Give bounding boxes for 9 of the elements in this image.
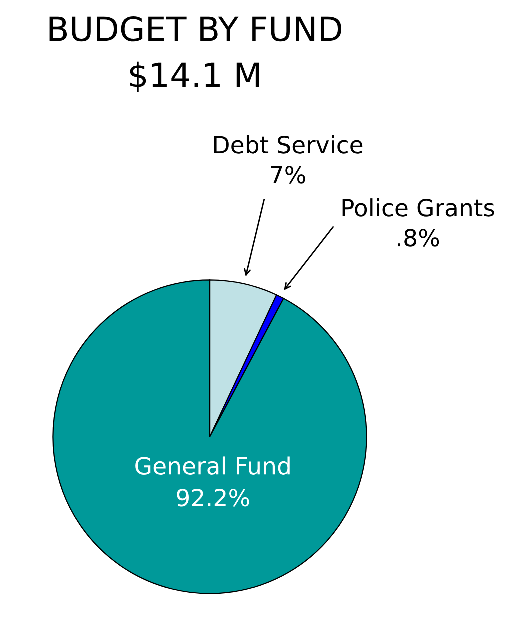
data-label: 7% [271,166,306,184]
slice-label: Debt Service [214,136,363,154]
pie-slice [52,280,368,594]
chart-subtitle: $14.1 M [130,62,260,92]
slice-label: Police Grants [342,198,494,217]
chart-title: BUDGET BY FUND [50,16,342,42]
data-label: .8% [398,229,440,247]
data-label: 92.2% [177,488,250,507]
slice-label: General Fund [136,456,290,475]
